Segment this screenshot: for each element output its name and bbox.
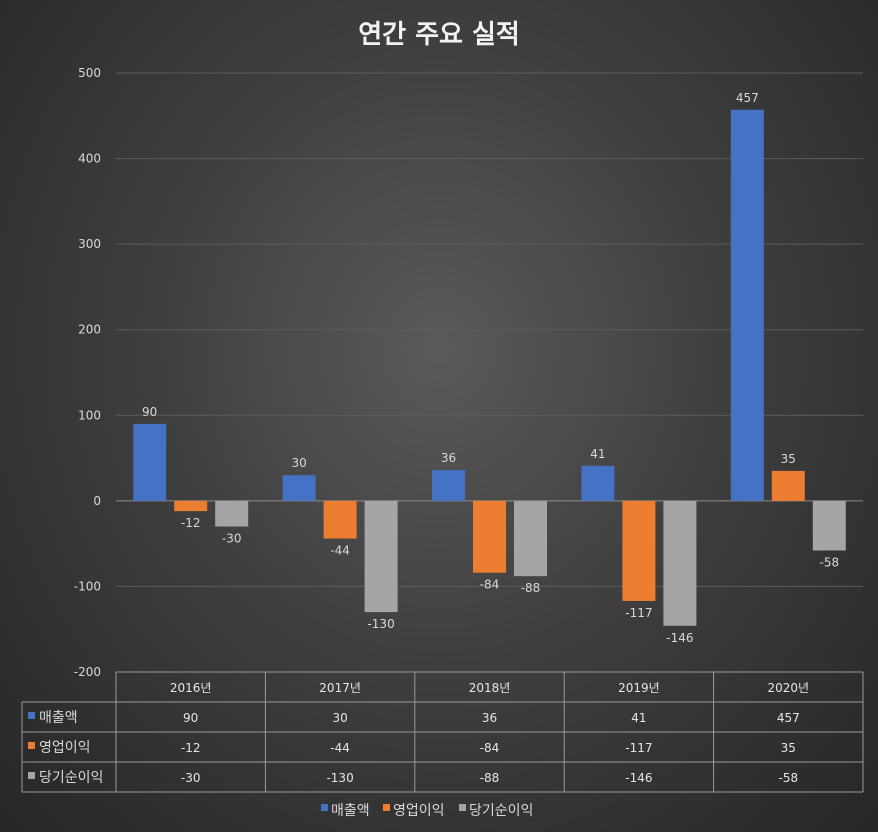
bars <box>133 109 846 626</box>
bar <box>215 500 249 527</box>
data-label: 41 <box>590 447 605 461</box>
data-label: -117 <box>625 606 652 620</box>
legend-label: 영업이익 <box>393 803 445 819</box>
table-cell: -30 <box>181 771 201 785</box>
legend-label: 매출액 <box>331 803 370 819</box>
bar <box>432 470 465 501</box>
table-header-cell: 2020년 <box>768 681 810 695</box>
data-label: -58 <box>819 555 839 569</box>
table-header-cell: 2017년 <box>319 681 361 695</box>
y-tick-label: 0 <box>93 494 101 508</box>
table-header-cell: 2016년 <box>170 681 212 695</box>
legend-key <box>28 712 35 719</box>
legend-key <box>28 772 35 779</box>
legend-key <box>459 804 466 811</box>
data-label: -146 <box>666 631 693 645</box>
table-cell: 457 <box>777 711 800 725</box>
y-tick-label: -100 <box>74 579 101 593</box>
table-row-label: 당기순이익 <box>39 770 103 786</box>
bar <box>174 500 208 512</box>
y-tick-label: 500 <box>78 66 101 80</box>
bar <box>812 500 846 551</box>
table-cell: -117 <box>625 741 652 755</box>
data-labels: 90 -12 -30 30 -44 -130 36 -84 -88 41 -117 -146 457 35… <box>142 91 839 645</box>
table-cell: 41 <box>631 711 646 725</box>
data-label: 30 <box>291 456 306 470</box>
table-cell: -130 <box>326 771 353 785</box>
y-tick-label: 400 <box>78 152 101 166</box>
data-label: -12 <box>181 516 201 530</box>
bar <box>730 109 764 501</box>
table-cell: -84 <box>480 741 500 755</box>
table-cell: 35 <box>781 741 796 755</box>
data-label: 36 <box>441 451 456 465</box>
chart-title: 연간 주요 실적 <box>358 20 520 50</box>
data-label: 90 <box>142 405 157 419</box>
data-label: -44 <box>330 544 350 558</box>
y-axis: 500 400 300 200 100 0 -100 -200 <box>74 66 101 679</box>
table-cell: -146 <box>625 771 652 785</box>
legend-key <box>28 742 35 749</box>
bar <box>282 475 316 501</box>
table-cell: -12 <box>181 741 201 755</box>
legend-key <box>321 804 328 811</box>
bar <box>622 500 656 601</box>
y-tick-label: 100 <box>78 408 101 422</box>
bar <box>514 500 547 577</box>
bar <box>771 470 805 501</box>
legend-label: 당기순이익 <box>469 803 533 819</box>
table-cell: -88 <box>480 771 500 785</box>
y-tick-label: 300 <box>78 237 101 251</box>
table-header-cell: 2018년 <box>469 681 511 695</box>
table-cell: 36 <box>482 711 497 725</box>
data-label: -88 <box>521 581 541 595</box>
legend: 매출액 영업이익 당기순이익 <box>321 803 533 819</box>
y-tick-label: 200 <box>78 323 101 337</box>
y-tick-label: -200 <box>74 665 101 679</box>
data-label: -130 <box>367 617 394 631</box>
data-label: -30 <box>222 532 242 546</box>
table-cell: -44 <box>330 741 350 755</box>
table-cell: 90 <box>183 711 198 725</box>
bar <box>581 465 615 501</box>
table-row-label: 영업이익 <box>39 740 91 756</box>
bar <box>133 423 167 501</box>
bar <box>473 500 506 573</box>
table-header-cell: 2019년 <box>618 681 660 695</box>
table-cell: -58 <box>778 771 798 785</box>
legend-key <box>383 804 390 811</box>
bar <box>663 500 697 626</box>
data-label: -84 <box>480 578 500 592</box>
table-row-label: 매출액 <box>39 710 78 726</box>
data-label: 457 <box>736 91 759 105</box>
table-cell: 30 <box>332 711 347 725</box>
data-label: 35 <box>781 452 796 466</box>
bar <box>323 500 357 539</box>
bar <box>364 500 398 613</box>
